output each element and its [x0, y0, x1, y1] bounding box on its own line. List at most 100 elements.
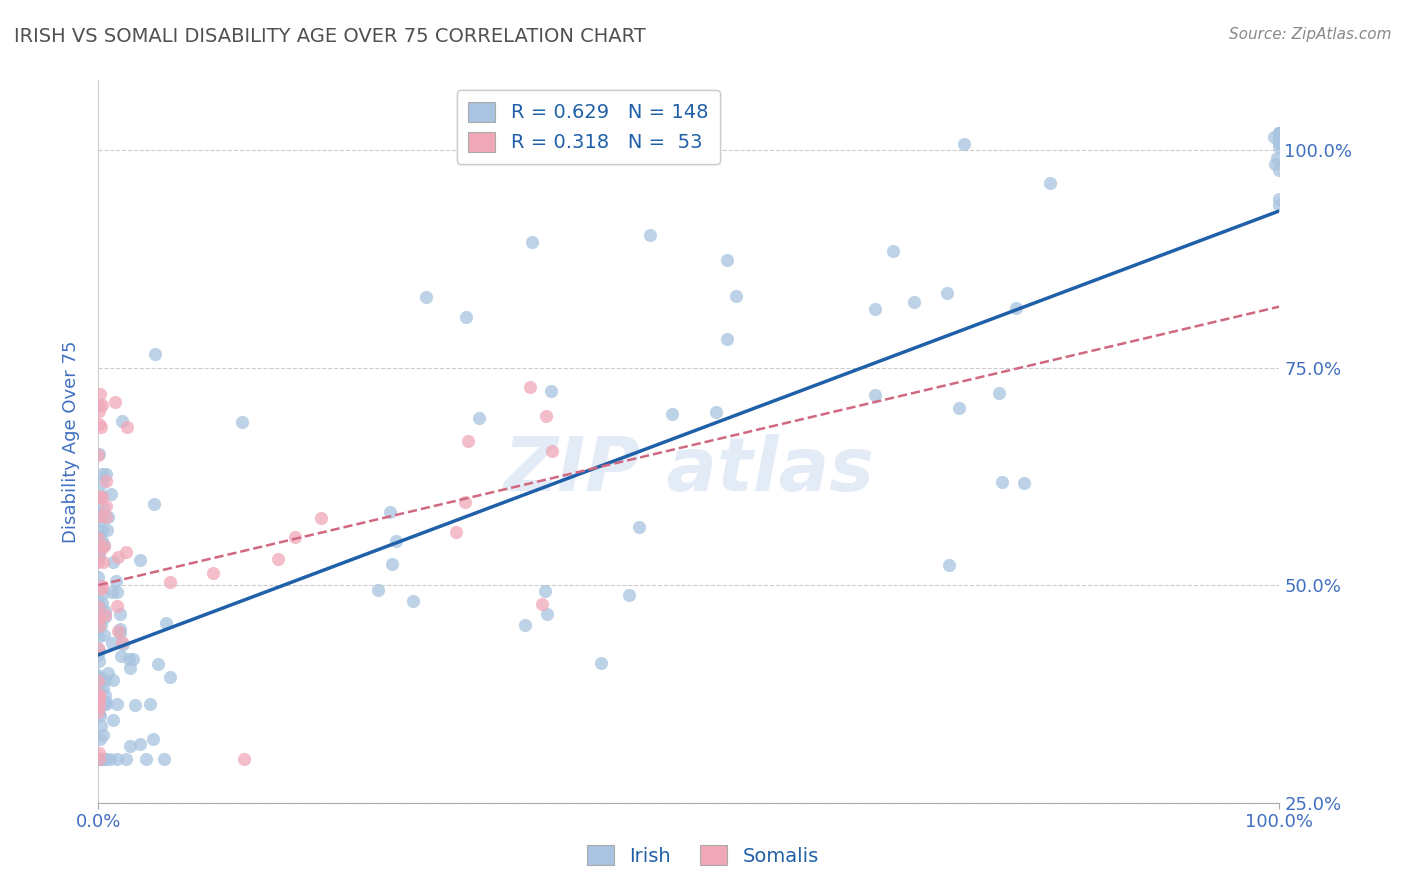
Point [457, 434, 479, 449]
Point [129, 552, 152, 566]
Point [93, 752, 115, 766]
Point [105, 599, 128, 613]
Point [1268, 126, 1291, 140]
Point [617, 588, 640, 602]
Point [936, 286, 959, 301]
Y-axis label: Disability Age Over 75: Disability Age Over 75 [62, 340, 80, 543]
Point [90, 752, 112, 766]
Point [87, 752, 110, 766]
Point [309, 510, 332, 524]
Point [94, 673, 117, 687]
Point [108, 622, 131, 636]
Point [661, 407, 683, 421]
Point [115, 752, 138, 766]
Point [111, 414, 134, 428]
Legend: Irish, Somalis: Irish, Somalis [579, 838, 827, 873]
Point [90, 719, 112, 733]
Point [94, 604, 117, 618]
Point [948, 401, 970, 415]
Point [97, 665, 120, 680]
Point [148, 657, 170, 671]
Point [1005, 301, 1028, 316]
Point [103, 713, 125, 727]
Legend: R = 0.629   N = 148, R = 0.318   N =  53: R = 0.629 N = 148, R = 0.318 N = 53 [457, 90, 720, 164]
Point [87, 640, 110, 655]
Point [87, 491, 110, 505]
Point [87, 417, 110, 431]
Point [89, 698, 111, 713]
Point [540, 384, 562, 398]
Point [91, 698, 114, 712]
Point [87, 622, 110, 636]
Point [135, 752, 157, 766]
Point [87, 746, 110, 760]
Point [284, 530, 307, 544]
Point [87, 670, 110, 684]
Point [87, 619, 110, 633]
Point [1039, 176, 1062, 190]
Point [159, 574, 181, 589]
Point [90, 524, 112, 538]
Point [1012, 475, 1035, 490]
Point [87, 398, 110, 412]
Point [1268, 192, 1291, 206]
Point [87, 509, 110, 524]
Point [87, 668, 110, 682]
Point [108, 607, 131, 621]
Point [903, 294, 925, 309]
Point [627, 519, 650, 533]
Point [91, 695, 114, 709]
Point [142, 732, 165, 747]
Point [519, 380, 541, 394]
Point [91, 475, 114, 490]
Point [93, 538, 115, 552]
Point [87, 690, 110, 705]
Point [94, 499, 117, 513]
Point [90, 541, 112, 556]
Point [89, 685, 111, 699]
Point [111, 637, 134, 651]
Point [100, 487, 122, 501]
Point [536, 607, 558, 622]
Point [94, 509, 117, 524]
Point [87, 549, 110, 563]
Point [87, 693, 110, 707]
Point [725, 289, 748, 303]
Point [87, 404, 110, 418]
Point [111, 635, 134, 649]
Point [91, 398, 114, 412]
Point [90, 752, 112, 766]
Point [89, 514, 111, 528]
Point [87, 543, 110, 558]
Point [90, 582, 112, 597]
Point [107, 624, 129, 638]
Point [87, 693, 110, 707]
Text: Source: ZipAtlas.com: Source: ZipAtlas.com [1229, 27, 1392, 42]
Point [90, 618, 112, 632]
Point [267, 551, 290, 566]
Point [139, 697, 162, 711]
Point [94, 752, 117, 766]
Point [91, 728, 114, 742]
Point [94, 695, 117, 709]
Point [142, 497, 165, 511]
Point [96, 523, 118, 537]
Point [1268, 198, 1291, 212]
Point [108, 626, 131, 640]
Point [159, 670, 181, 684]
Point [110, 648, 132, 663]
Point [87, 594, 110, 608]
Point [704, 405, 727, 419]
Point [87, 752, 110, 766]
Point [1268, 126, 1291, 140]
Point [91, 681, 114, 696]
Point [401, 594, 423, 608]
Point [101, 585, 124, 599]
Point [89, 708, 111, 723]
Point [515, 618, 537, 632]
Point [87, 527, 110, 541]
Point [1268, 136, 1291, 150]
Point [541, 444, 564, 458]
Point [89, 752, 111, 766]
Point [953, 136, 976, 151]
